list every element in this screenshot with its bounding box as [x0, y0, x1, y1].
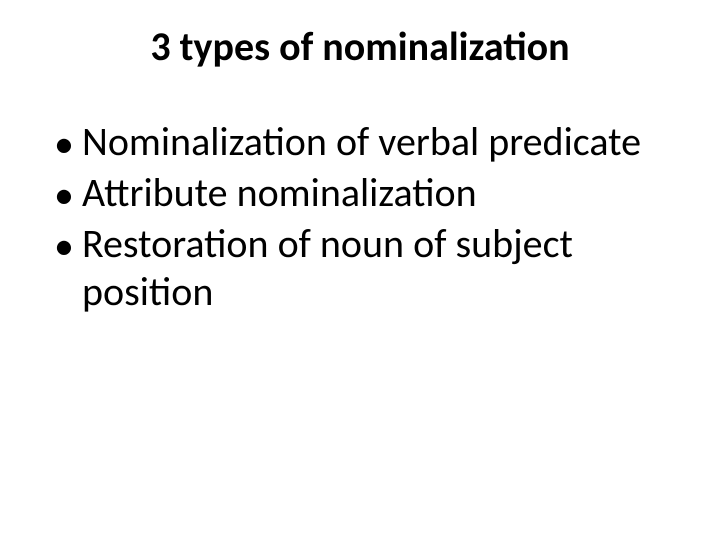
list-item: • Attribute nominalization — [54, 169, 680, 220]
bullet-icon: • — [54, 118, 82, 169]
list-item: • Restoration of noun of subject positio… — [54, 220, 680, 318]
bullet-icon: • — [54, 220, 82, 271]
slide: 3 types of nominalization • Nominalizati… — [0, 0, 720, 540]
slide-body: • Nominalization of verbal predicate • A… — [54, 118, 680, 317]
bullet-text: Restoration of noun of subject position — [82, 220, 680, 318]
bullet-text: Nominalization of verbal predicate — [82, 118, 680, 167]
bullet-text: Attribute nominalization — [82, 169, 680, 218]
slide-title: 3 types of nominalization — [0, 22, 720, 71]
list-item: • Nominalization of verbal predicate — [54, 118, 680, 169]
bullet-icon: • — [54, 169, 82, 220]
